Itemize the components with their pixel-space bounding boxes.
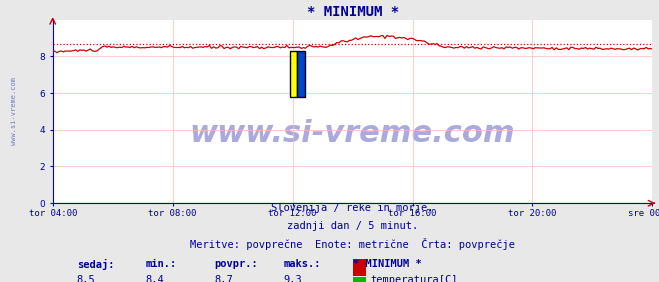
Text: 9,3: 9,3	[283, 275, 302, 282]
Bar	[353, 259, 366, 276]
Text: sedaj:: sedaj:	[76, 259, 114, 270]
Text: temperatura[C]: temperatura[C]	[370, 275, 458, 282]
Bar	[353, 277, 366, 282]
Text: Meritve: povprečne  Enote: metrične  Črta: povprečje: Meritve: povprečne Enote: metrične Črta:…	[190, 238, 515, 250]
Text: min.:: min.:	[146, 259, 177, 269]
Text: * MINIMUM *: * MINIMUM *	[353, 259, 421, 269]
Text: maks.:: maks.:	[283, 259, 321, 269]
Text: www.si-vreme.com: www.si-vreme.com	[11, 77, 16, 146]
Text: zadnji dan / 5 minut.: zadnji dan / 5 minut.	[287, 221, 418, 231]
Title: * MINIMUM *: * MINIMUM *	[306, 5, 399, 19]
Text: povpr.:: povpr.:	[215, 259, 258, 269]
FancyBboxPatch shape	[289, 51, 297, 97]
Text: www.si-vreme.com: www.si-vreme.com	[190, 119, 515, 148]
Text: 8,5: 8,5	[76, 275, 96, 282]
Text: 8,4: 8,4	[146, 275, 165, 282]
Text: 8,7: 8,7	[215, 275, 233, 282]
Text: Slovenija / reke in morje.: Slovenija / reke in morje.	[272, 203, 434, 213]
FancyBboxPatch shape	[297, 51, 304, 97]
